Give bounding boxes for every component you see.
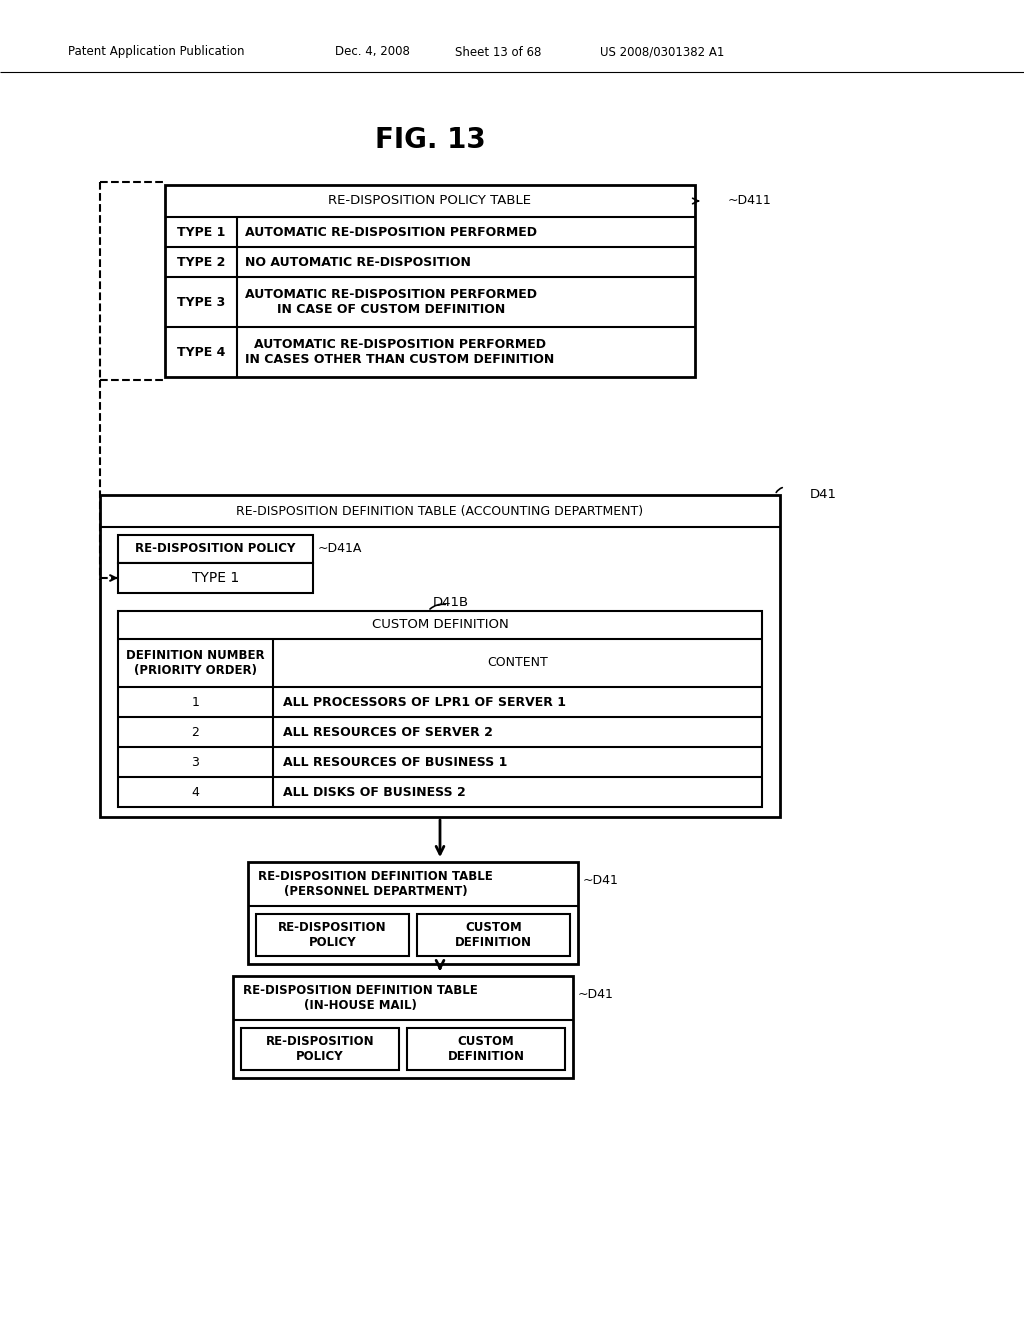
Bar bbox=[233, 975, 573, 1078]
Text: 3: 3 bbox=[191, 755, 200, 768]
Text: D41: D41 bbox=[810, 487, 837, 500]
Text: TYPE 1: TYPE 1 bbox=[191, 572, 240, 585]
Text: RE-DISPOSITION DEFINITION TABLE (ACCOUNTING DEPARTMENT): RE-DISPOSITION DEFINITION TABLE (ACCOUNT… bbox=[237, 504, 643, 517]
Bar bbox=[417, 913, 570, 956]
Text: 4: 4 bbox=[191, 785, 200, 799]
Text: AUTOMATIC RE-DISPOSITION PERFORMED
IN CASE OF CUSTOM DEFINITION: AUTOMATIC RE-DISPOSITION PERFORMED IN CA… bbox=[245, 288, 537, 315]
Bar bbox=[165, 185, 695, 378]
Text: DEFINITION NUMBER
(PRIORITY ORDER): DEFINITION NUMBER (PRIORITY ORDER) bbox=[126, 649, 265, 677]
Bar bbox=[256, 913, 409, 956]
Text: ALL PROCESSORS OF LPR1 OF SERVER 1: ALL PROCESSORS OF LPR1 OF SERVER 1 bbox=[283, 696, 566, 709]
Text: FIG. 13: FIG. 13 bbox=[375, 125, 485, 154]
Text: TYPE 4: TYPE 4 bbox=[177, 346, 225, 359]
Bar bbox=[118, 564, 313, 593]
Text: TYPE 3: TYPE 3 bbox=[177, 296, 225, 309]
Text: RE-DISPOSITION POLICY: RE-DISPOSITION POLICY bbox=[135, 543, 296, 556]
Bar bbox=[407, 1028, 565, 1071]
Text: 1: 1 bbox=[191, 696, 200, 709]
Text: Dec. 4, 2008: Dec. 4, 2008 bbox=[335, 45, 410, 58]
Text: RE-DISPOSITION POLICY TABLE: RE-DISPOSITION POLICY TABLE bbox=[329, 194, 531, 207]
Text: RE-DISPOSITION
POLICY: RE-DISPOSITION POLICY bbox=[279, 921, 387, 949]
Bar bbox=[248, 862, 578, 964]
Bar bbox=[118, 611, 762, 807]
Text: ALL RESOURCES OF BUSINESS 1: ALL RESOURCES OF BUSINESS 1 bbox=[283, 755, 507, 768]
Text: TYPE 2: TYPE 2 bbox=[177, 256, 225, 268]
Text: TYPE 1: TYPE 1 bbox=[177, 226, 225, 239]
Bar bbox=[100, 495, 780, 817]
Text: Patent Application Publication: Patent Application Publication bbox=[68, 45, 245, 58]
Text: RE-DISPOSITION DEFINITION TABLE
(PERSONNEL DEPARTMENT): RE-DISPOSITION DEFINITION TABLE (PERSONN… bbox=[258, 870, 493, 898]
Text: ~D41: ~D41 bbox=[578, 987, 613, 1001]
Text: CONTENT: CONTENT bbox=[487, 656, 548, 669]
Text: RE-DISPOSITION
POLICY: RE-DISPOSITION POLICY bbox=[265, 1035, 375, 1063]
Text: 2: 2 bbox=[191, 726, 200, 738]
Text: ALL RESOURCES OF SERVER 2: ALL RESOURCES OF SERVER 2 bbox=[283, 726, 493, 738]
Text: ALL DISKS OF BUSINESS 2: ALL DISKS OF BUSINESS 2 bbox=[283, 785, 466, 799]
Text: NO AUTOMATIC RE-DISPOSITION: NO AUTOMATIC RE-DISPOSITION bbox=[245, 256, 471, 268]
Text: US 2008/0301382 A1: US 2008/0301382 A1 bbox=[600, 45, 724, 58]
Text: CUSTOM DEFINITION: CUSTOM DEFINITION bbox=[372, 619, 508, 631]
Text: ~D41A: ~D41A bbox=[318, 543, 362, 556]
Bar bbox=[118, 535, 313, 564]
Bar bbox=[241, 1028, 399, 1071]
Text: AUTOMATIC RE-DISPOSITION PERFORMED: AUTOMATIC RE-DISPOSITION PERFORMED bbox=[245, 226, 537, 239]
Text: CUSTOM
DEFINITION: CUSTOM DEFINITION bbox=[447, 1035, 524, 1063]
Text: Sheet 13 of 68: Sheet 13 of 68 bbox=[455, 45, 542, 58]
Text: AUTOMATIC RE-DISPOSITION PERFORMED
IN CASES OTHER THAN CUSTOM DEFINITION: AUTOMATIC RE-DISPOSITION PERFORMED IN CA… bbox=[245, 338, 554, 366]
Text: RE-DISPOSITION DEFINITION TABLE
(IN-HOUSE MAIL): RE-DISPOSITION DEFINITION TABLE (IN-HOUS… bbox=[243, 983, 478, 1012]
Text: ~D411: ~D411 bbox=[728, 194, 772, 207]
Text: CUSTOM
DEFINITION: CUSTOM DEFINITION bbox=[455, 921, 532, 949]
Text: D41B: D41B bbox=[433, 595, 469, 609]
Text: ~D41: ~D41 bbox=[583, 874, 618, 887]
